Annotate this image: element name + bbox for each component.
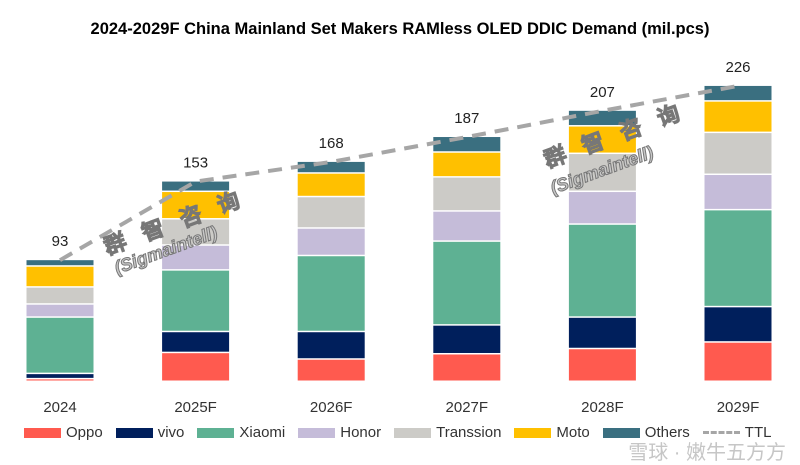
bar-segment-moto: [26, 266, 94, 287]
bar-segment-honor: [704, 175, 772, 209]
bar-segment-oppo: [433, 354, 501, 381]
legend-item-xiaomi: Xiaomi: [197, 424, 285, 441]
bar-segment-others: [26, 260, 94, 266]
bar-segment-transsion: [162, 219, 230, 245]
bar-segment-oppo: [297, 359, 365, 381]
bar-segment-honor: [26, 304, 94, 317]
legend-label: Moto: [556, 424, 590, 441]
bar-segment-moto: [297, 173, 365, 196]
bar-segment-vivo: [433, 325, 501, 353]
legend-item-oppo: Oppo: [24, 424, 103, 441]
legend-label: Oppo: [66, 424, 103, 441]
total-label: 207: [590, 84, 615, 101]
legend-label: vivo: [157, 424, 185, 441]
watermark-bottom: 雪球 · 嫩牛五方方: [628, 442, 786, 464]
legend-swatch: [24, 427, 61, 438]
legend: Oppo vivo Xiaomi Honor Transsion Moto Others TT…: [24, 424, 784, 441]
bar-segment-transsion: [704, 133, 772, 174]
x-tick-label: 2027F: [446, 399, 489, 416]
bar-segment-xiaomi: [433, 241, 501, 325]
total-label: 226: [725, 59, 750, 76]
legend-item-moto: Moto: [514, 424, 590, 441]
bar-segment-transsion: [568, 154, 636, 191]
bar-segment-transsion: [297, 197, 365, 228]
x-tick-label: 2029F: [717, 399, 760, 416]
bar-segment-moto: [568, 126, 636, 153]
legend-item-ttl: TTL: [702, 424, 772, 441]
legend-item-vivo: vivo: [115, 424, 185, 441]
bar-segment-oppo: [162, 353, 230, 381]
total-label: 93: [52, 233, 69, 250]
legend-item-honor: Honor: [298, 424, 381, 441]
legend-label: TTL: [744, 424, 772, 441]
bar-segment-honor: [568, 192, 636, 224]
bar-segment-vivo: [26, 374, 94, 378]
bar-segment-transsion: [26, 287, 94, 304]
bar-segment-moto: [433, 152, 501, 177]
legend-swatch: [197, 427, 235, 438]
legend-swatch: [298, 427, 336, 438]
bar-segment-honor: [297, 228, 365, 255]
x-tick-label: 2025F: [174, 399, 217, 416]
legend-item-transsion: Transsion: [394, 424, 501, 441]
total-label: 153: [183, 155, 208, 172]
x-tick-label: 2024: [43, 399, 76, 416]
total-label: 187: [454, 110, 479, 127]
legend-label: Honor: [340, 424, 382, 441]
bar-segment-xiaomi: [704, 210, 772, 306]
bar-segment-honor: [162, 245, 230, 270]
bar-segment-vivo: [162, 332, 230, 352]
bar-segment-oppo: [26, 379, 94, 381]
legend-swatch: [394, 427, 432, 438]
legend-swatch: [115, 427, 153, 438]
bar-segment-others: [433, 137, 501, 152]
bar-segment-xiaomi: [297, 256, 365, 331]
legend-label: Xiaomi: [239, 424, 286, 441]
legend-label: Transsion: [436, 424, 502, 441]
bar-segment-others: [704, 85, 772, 101]
bar-segment-xiaomi: [568, 224, 636, 317]
total-label: 168: [319, 135, 344, 152]
bar-segment-honor: [433, 211, 501, 241]
bar-segment-vivo: [568, 317, 636, 348]
legend-swatch: [602, 427, 640, 438]
bar-segment-others: [297, 161, 365, 173]
legend-item-others: Others: [602, 424, 690, 441]
bar-segment-moto: [704, 101, 772, 132]
legend-label: Others: [644, 424, 690, 441]
bar-segment-transsion: [433, 177, 501, 211]
bar-segment-xiaomi: [162, 270, 230, 331]
x-tick-label: 2028F: [581, 399, 624, 416]
bar-segment-vivo: [704, 307, 772, 342]
bar-segment-moto: [162, 192, 230, 219]
legend-swatch: [702, 431, 740, 434]
x-tick-label: 2026F: [310, 399, 353, 416]
bar-segment-xiaomi: [26, 317, 94, 373]
bar-segment-vivo: [297, 332, 365, 359]
chart-title: 2024-2029F China Mainland Set Makers RAM…: [90, 20, 710, 38]
bar-segment-oppo: [568, 349, 636, 381]
legend-swatch: [514, 427, 552, 438]
bar-segment-oppo: [704, 342, 772, 381]
bar-segment-others: [162, 181, 230, 191]
